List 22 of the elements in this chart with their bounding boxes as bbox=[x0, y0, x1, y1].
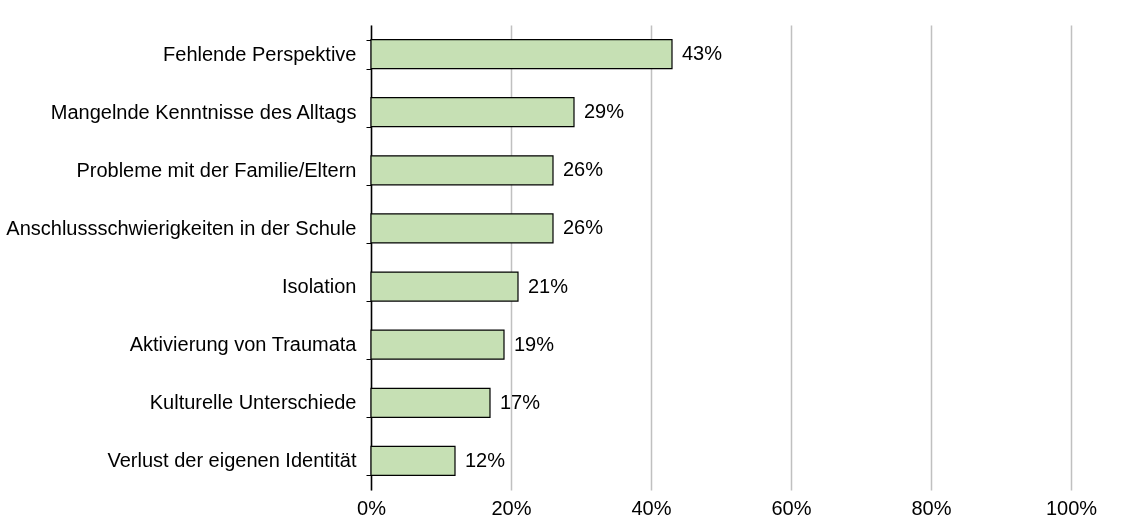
data-label: 29% bbox=[584, 100, 625, 123]
y-tick-label: Verlust der eigenen Identität bbox=[107, 449, 357, 472]
y-tick-label: Mangelnde Kenntnisse des Alltags bbox=[50, 100, 357, 123]
data-label: 26% bbox=[563, 216, 604, 239]
x-tick-label: 0% bbox=[357, 496, 387, 519]
y-tick-label: Aktivierung von Traumata bbox=[129, 333, 358, 356]
data-label: 26% bbox=[563, 158, 604, 181]
y-tick-label: Probleme mit der Familie/Eltern bbox=[76, 158, 357, 181]
data-label: 17% bbox=[500, 390, 541, 413]
x-tick-label: 60% bbox=[771, 496, 812, 519]
data-label: 12% bbox=[465, 448, 506, 471]
y-tick-label: Anschlussschwierigkeiten in der Schule bbox=[6, 216, 357, 239]
y-tick-label: Kulturelle Unterschiede bbox=[149, 391, 357, 414]
y-tick-label: Fehlende Perspektive bbox=[163, 42, 357, 65]
x-tick-label: 80% bbox=[911, 496, 952, 519]
x-tick-label: 100% bbox=[1045, 496, 1098, 519]
data-label: 21% bbox=[528, 274, 569, 297]
data-label: 19% bbox=[514, 332, 555, 355]
x-tick-label: 20% bbox=[491, 496, 532, 519]
x-tick-label: 40% bbox=[631, 496, 672, 519]
data-label: 43% bbox=[682, 42, 723, 65]
y-tick-label: Isolation bbox=[282, 275, 357, 298]
